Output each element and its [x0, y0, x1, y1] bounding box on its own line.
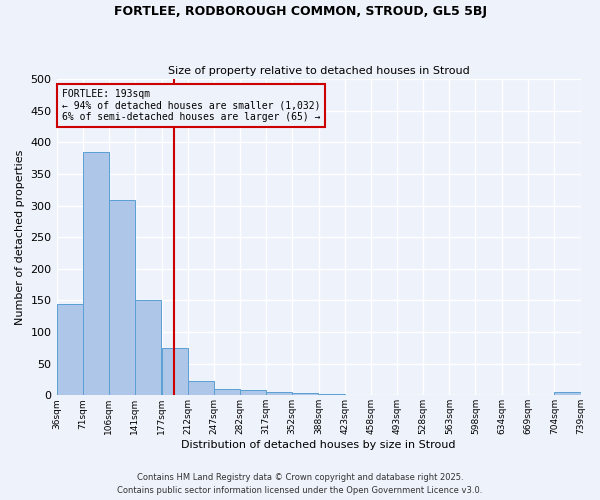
Bar — [266, 392, 292, 396]
Text: Contains HM Land Registry data © Crown copyright and database right 2025.
Contai: Contains HM Land Registry data © Crown c… — [118, 474, 482, 495]
Title: Size of property relative to detached houses in Stroud: Size of property relative to detached ho… — [167, 66, 469, 76]
Bar — [319, 394, 345, 396]
Bar — [188, 382, 214, 396]
Text: FORTLEE, RODBOROUGH COMMON, STROUD, GL5 5BJ: FORTLEE, RODBOROUGH COMMON, STROUD, GL5 … — [113, 5, 487, 18]
Bar — [214, 389, 240, 396]
Bar — [292, 394, 318, 396]
Bar — [83, 152, 109, 396]
Bar — [240, 390, 266, 396]
Y-axis label: Number of detached properties: Number of detached properties — [15, 150, 25, 325]
Bar — [554, 392, 581, 396]
Bar — [161, 348, 188, 396]
Text: FORTLEE: 193sqm
← 94% of detached houses are smaller (1,032)
6% of semi-detached: FORTLEE: 193sqm ← 94% of detached houses… — [62, 88, 320, 122]
X-axis label: Distribution of detached houses by size in Stroud: Distribution of detached houses by size … — [181, 440, 456, 450]
Bar — [109, 200, 135, 396]
Bar — [56, 304, 83, 396]
Bar — [345, 394, 371, 396]
Bar — [135, 300, 161, 396]
